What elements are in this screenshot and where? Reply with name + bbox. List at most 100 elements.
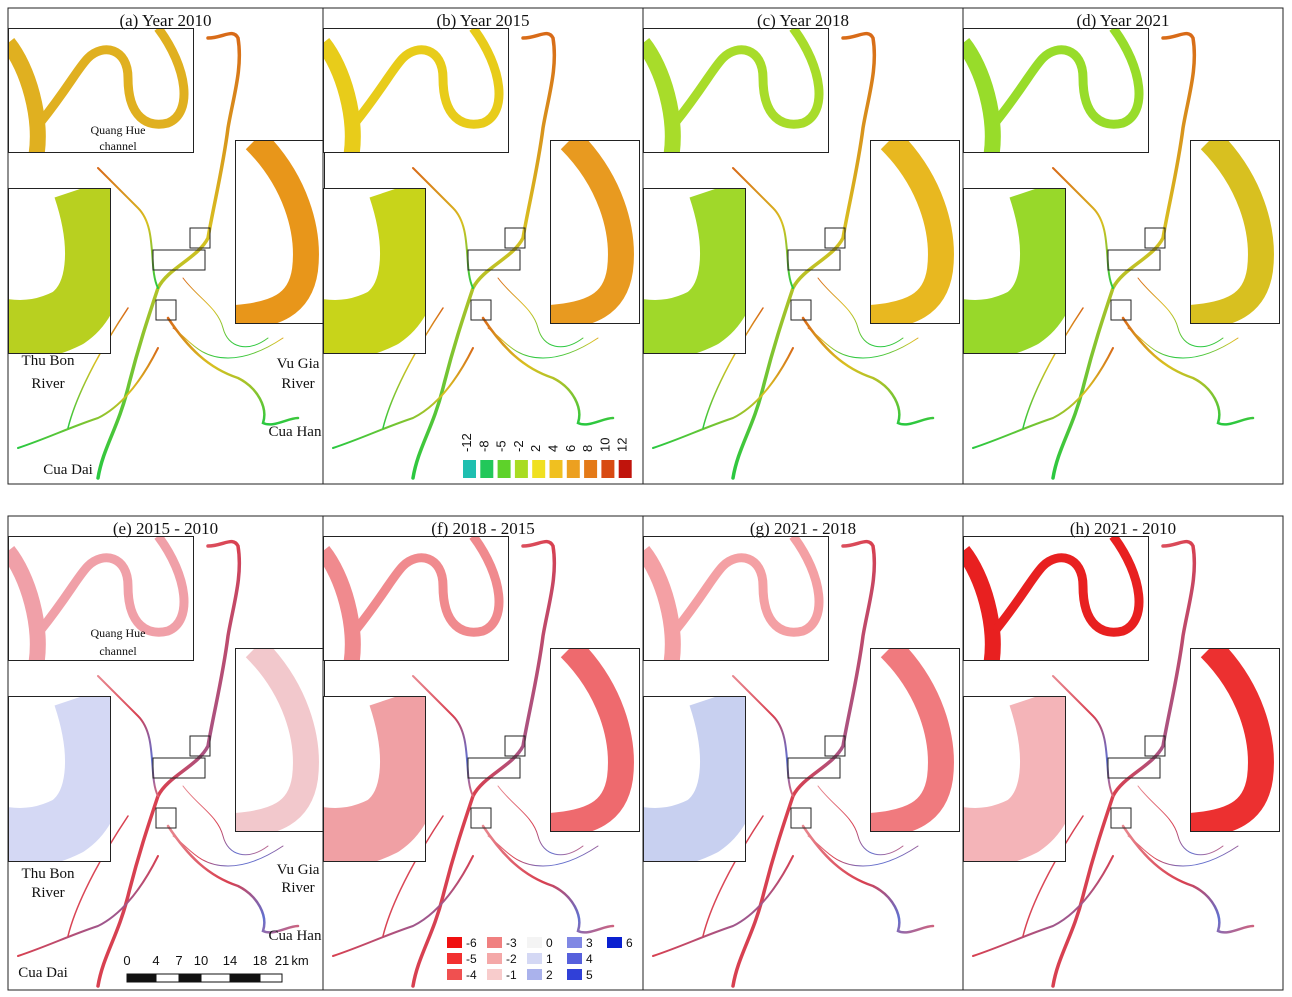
place-label: Thu Bon xyxy=(22,866,75,882)
inset-map xyxy=(323,536,509,666)
zoom-box xyxy=(791,808,811,828)
legend-swatch xyxy=(567,460,580,478)
legend-label: 5 xyxy=(586,968,593,982)
place-label: Cua Dai xyxy=(18,965,68,981)
inset-map xyxy=(235,140,325,324)
river xyxy=(808,836,918,866)
legend-label: 12 xyxy=(615,438,630,452)
place-label: Cua Han xyxy=(269,424,322,440)
legend-swatch xyxy=(532,460,545,478)
legend-label: 1 xyxy=(546,952,553,966)
river xyxy=(1123,826,1253,932)
river xyxy=(168,826,298,932)
inset-map xyxy=(0,188,111,354)
inset-map xyxy=(953,188,1066,354)
scale-tick-label: 10 xyxy=(194,953,208,968)
zoom-box xyxy=(156,300,176,320)
zoom-box xyxy=(1111,300,1131,320)
scale-segment xyxy=(230,974,260,982)
river xyxy=(973,348,1113,448)
panel-title: (e) 2015 - 2010 xyxy=(113,519,218,538)
inset-map xyxy=(953,696,1066,862)
legend-swatch xyxy=(515,460,528,478)
scale-segment xyxy=(179,974,201,982)
river xyxy=(653,856,793,956)
legend-label: -1 xyxy=(506,968,517,982)
panel-title: (d) Year 2021 xyxy=(1076,11,1169,30)
place-label: channel xyxy=(99,644,137,658)
inset-map xyxy=(550,648,640,832)
inset-map xyxy=(323,28,509,158)
scale-tick-label: 14 xyxy=(223,953,237,968)
legend-swatch xyxy=(601,460,614,478)
legend-label: -5 xyxy=(466,952,477,966)
legend-label: -8 xyxy=(476,440,491,452)
inset-map xyxy=(633,696,746,862)
place-label: Quang Hue xyxy=(91,123,146,137)
map-panel: (e) 2015 - 2010 Quang Hue channel Thu Bon Ri… xyxy=(0,516,325,990)
legend-label: 0 xyxy=(546,936,553,950)
legend-swatch xyxy=(527,969,542,980)
inset-map xyxy=(1190,140,1280,324)
place-label: Thu Bon xyxy=(22,353,75,369)
legend-swatch xyxy=(567,969,582,980)
scale-segment xyxy=(156,974,179,982)
panel-title: (g) 2021 - 2018 xyxy=(750,519,856,538)
legend-label: 4 xyxy=(586,952,593,966)
map-panel: (c) Year 2018 xyxy=(633,8,963,484)
legend-label: 2 xyxy=(528,445,543,452)
river xyxy=(173,836,283,866)
legend-swatch xyxy=(447,953,462,964)
river xyxy=(1123,318,1253,424)
inset-map xyxy=(313,696,426,862)
scale-tick-label: 18 xyxy=(253,953,267,968)
legend-label: -12 xyxy=(459,433,474,452)
inset-map xyxy=(870,140,960,324)
inset-map xyxy=(313,188,426,354)
legend-label: 4 xyxy=(546,445,561,452)
legend-swatch xyxy=(567,953,582,964)
legend-swatch xyxy=(550,460,563,478)
legend-swatch xyxy=(447,937,462,948)
scale-tick-label: 7 xyxy=(175,953,182,968)
legend-swatch xyxy=(480,460,493,478)
panel-title: (b) Year 2015 xyxy=(436,11,529,30)
legend-label: 2 xyxy=(546,968,553,982)
inset-map xyxy=(643,536,829,666)
river xyxy=(808,328,918,358)
place-label: Vu Gia xyxy=(277,862,320,878)
zoom-box xyxy=(791,300,811,320)
legend-label: -6 xyxy=(466,936,477,950)
scale-tick-label: 0 xyxy=(123,953,130,968)
river xyxy=(333,348,473,448)
legend-swatch xyxy=(527,937,542,948)
river xyxy=(1128,328,1238,358)
legend-swatch xyxy=(498,460,511,478)
inset-map xyxy=(235,648,325,832)
scale-unit: km xyxy=(291,953,308,968)
map-panel: (h) 2021 - 2010 xyxy=(953,516,1283,990)
legend-swatch xyxy=(463,460,476,478)
panel-title: (f) 2018 - 2015 xyxy=(431,519,534,538)
legend-label: -2 xyxy=(506,952,517,966)
place-label: Cua Dai xyxy=(43,462,93,478)
legend-label: 8 xyxy=(580,445,595,452)
place-label: River xyxy=(31,376,64,392)
place-label: River xyxy=(281,880,314,896)
panel-title: (h) 2021 - 2010 xyxy=(1070,519,1176,538)
panel-title: (c) Year 2018 xyxy=(757,11,849,30)
map-panel: (g) 2021 - 2018 xyxy=(633,516,963,990)
map-panel: (b) Year 2015 xyxy=(313,8,643,484)
zoom-box xyxy=(156,808,176,828)
place-label: River xyxy=(281,376,314,392)
river xyxy=(803,318,933,424)
river xyxy=(483,318,613,424)
map-panel: (f) 2018 - 2015 xyxy=(313,516,643,990)
scale-tick-label: 21 xyxy=(275,953,289,968)
legend-label: 10 xyxy=(597,438,612,452)
river xyxy=(973,856,1113,956)
place-label: Vu Gia xyxy=(277,356,320,372)
legend-swatch xyxy=(567,937,582,948)
inset-map xyxy=(550,140,640,324)
place-label: Quang Hue xyxy=(91,626,146,640)
